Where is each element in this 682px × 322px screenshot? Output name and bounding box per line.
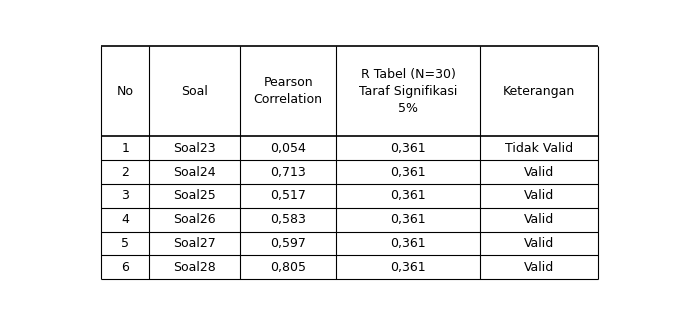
Text: 0,361: 0,361 — [391, 166, 426, 179]
Text: 0,805: 0,805 — [270, 261, 306, 274]
Text: 0,361: 0,361 — [391, 237, 426, 250]
Text: Soal26: Soal26 — [173, 213, 216, 226]
Text: Keterangan: Keterangan — [503, 85, 576, 98]
Text: Pearson
Correlation: Pearson Correlation — [254, 76, 323, 106]
Text: 0,583: 0,583 — [270, 213, 306, 226]
Text: 6: 6 — [121, 261, 129, 274]
Text: R Tabel (N=30)
Taraf Signifikasi
5%: R Tabel (N=30) Taraf Signifikasi 5% — [359, 68, 458, 115]
Text: Soal24: Soal24 — [173, 166, 216, 179]
Text: 0,361: 0,361 — [391, 189, 426, 203]
Text: 0,361: 0,361 — [391, 213, 426, 226]
Text: Tidak Valid: Tidak Valid — [505, 142, 574, 155]
Text: Soal23: Soal23 — [173, 142, 216, 155]
Text: 0,361: 0,361 — [391, 142, 426, 155]
Text: 0,713: 0,713 — [270, 166, 306, 179]
Text: Valid: Valid — [524, 166, 554, 179]
Text: 0,054: 0,054 — [270, 142, 306, 155]
Text: 5: 5 — [121, 237, 129, 250]
Text: 1: 1 — [121, 142, 129, 155]
Text: 3: 3 — [121, 189, 129, 203]
Text: 2: 2 — [121, 166, 129, 179]
Text: Soal25: Soal25 — [173, 189, 216, 203]
Text: Valid: Valid — [524, 213, 554, 226]
Text: 4: 4 — [121, 213, 129, 226]
Text: Soal28: Soal28 — [173, 261, 216, 274]
Text: Valid: Valid — [524, 261, 554, 274]
Text: Soal: Soal — [181, 85, 208, 98]
Text: 0,361: 0,361 — [391, 261, 426, 274]
Text: Valid: Valid — [524, 237, 554, 250]
Text: Valid: Valid — [524, 189, 554, 203]
Text: 0,597: 0,597 — [270, 237, 306, 250]
Text: 0,517: 0,517 — [270, 189, 306, 203]
Text: No: No — [117, 85, 134, 98]
Text: Soal27: Soal27 — [173, 237, 216, 250]
